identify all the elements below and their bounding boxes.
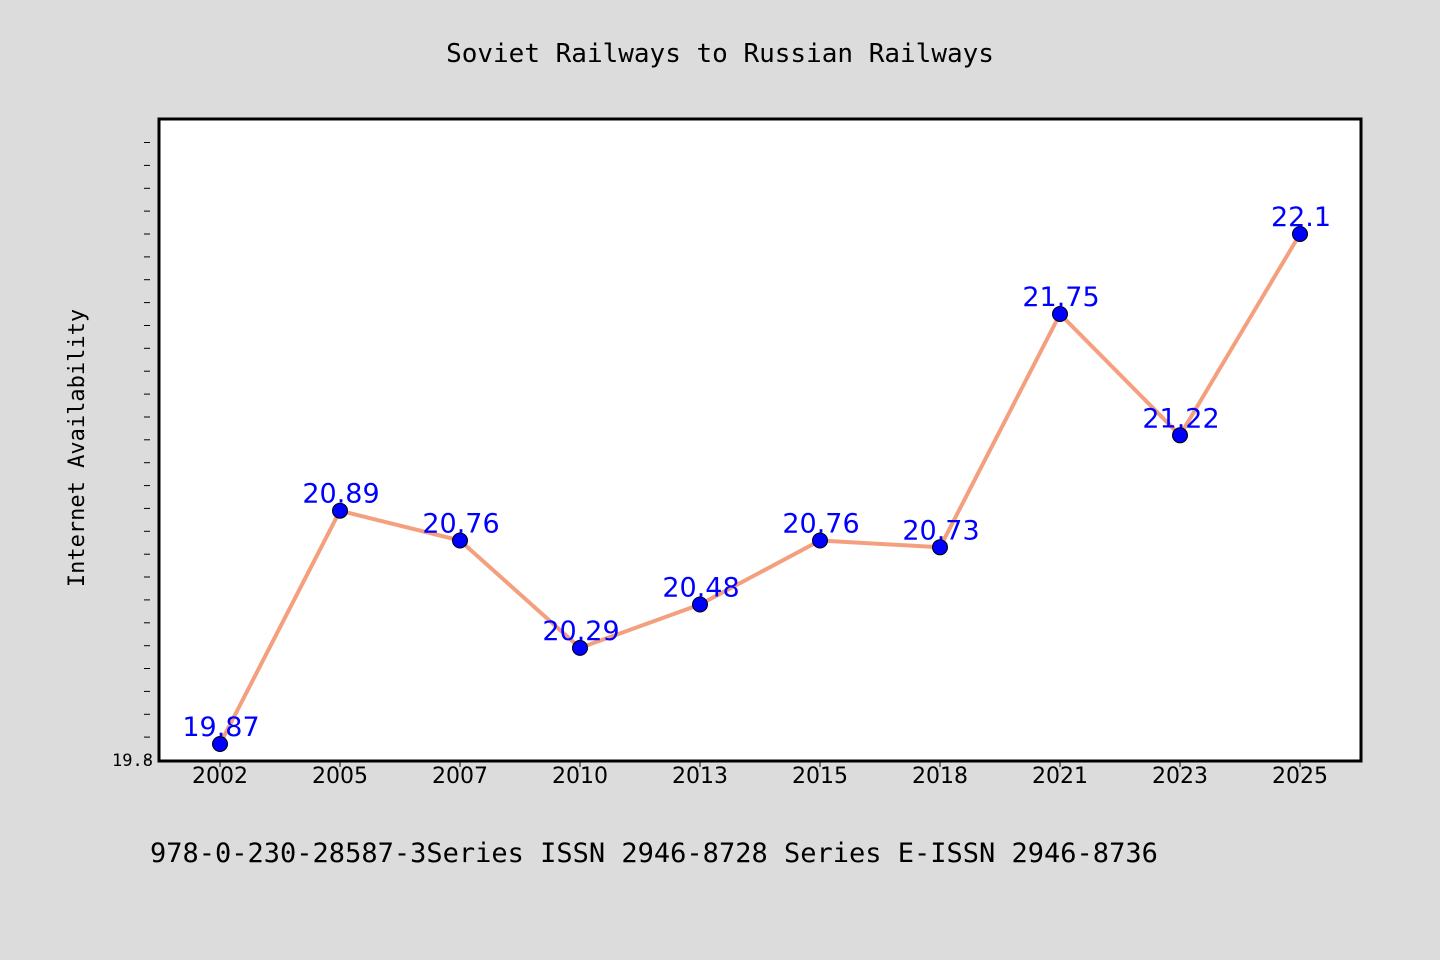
footer-isbn-text: 978-0-230-28587-3Series ISSN 2946-8728 S… xyxy=(150,838,1158,869)
x-tick-label: 2023 xyxy=(1152,764,1208,789)
x-tick-label: 2015 xyxy=(792,764,848,789)
data-point xyxy=(212,736,228,752)
y-tick-label: 19.8 xyxy=(112,751,153,771)
y-axis-ticks: 19.8 xyxy=(112,142,153,771)
x-tick-label: 2018 xyxy=(912,764,968,789)
data-label: 21.75 xyxy=(1022,282,1099,313)
data-label: 20.73 xyxy=(902,515,979,546)
data-points-group xyxy=(212,226,1308,752)
data-label: 20.76 xyxy=(782,509,859,540)
data-label: 19.87 xyxy=(182,712,259,743)
data-point xyxy=(692,596,708,613)
data-point xyxy=(332,502,348,519)
data-label: 20.89 xyxy=(302,479,379,510)
series-line-group xyxy=(218,232,1302,746)
x-tick-label: 2021 xyxy=(1032,764,1088,789)
data-point xyxy=(572,639,588,656)
x-axis-ticks: 2002 2005 2007 2010 2013 2015 2018 2021 2023 2025 xyxy=(192,761,1328,789)
x-tick-label: 2025 xyxy=(1272,764,1328,789)
data-label: 22.1 xyxy=(1271,202,1331,233)
data-point xyxy=(1292,226,1308,242)
data-label: 20.76 xyxy=(422,509,499,540)
x-tick-label: 2013 xyxy=(672,764,728,789)
data-label: 20.48 xyxy=(662,573,739,604)
x-tick-label: 2007 xyxy=(432,764,488,789)
data-label: 21.22 xyxy=(1142,403,1219,434)
series-line xyxy=(218,232,1302,746)
data-point xyxy=(812,532,828,549)
y-axis-label: Internet Availability xyxy=(65,309,90,587)
plot-area xyxy=(157,117,1363,763)
data-labels-group: 19.87 20.89 20.76 20.29 20.48 20.76 20.73 21.75… xyxy=(182,202,1331,743)
data-point xyxy=(452,532,468,549)
data-point xyxy=(1052,306,1068,322)
data-point xyxy=(932,539,948,556)
x-tick-label: 2010 xyxy=(552,764,608,789)
data-point xyxy=(1172,427,1188,444)
x-tick-label: 2005 xyxy=(312,764,368,789)
data-label: 20.29 xyxy=(542,616,619,647)
x-tick-label: 2002 xyxy=(192,764,248,789)
chart-title: Soviet Railways to Russian Railways xyxy=(446,39,994,69)
